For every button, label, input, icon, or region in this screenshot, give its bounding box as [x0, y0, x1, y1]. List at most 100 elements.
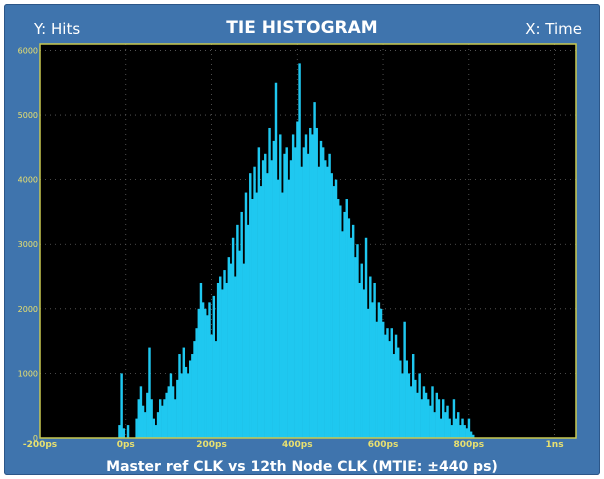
- histogram-bar: [238, 250, 241, 438]
- histogram-bar: [426, 399, 430, 438]
- histogram-bar: [249, 173, 252, 438]
- histogram-bars: [118, 63, 475, 439]
- histogram-bar: [163, 399, 166, 438]
- histogram-bar: [201, 302, 205, 438]
- histogram-bar: [289, 160, 293, 438]
- histogram-bar: [214, 341, 218, 438]
- histogram-bar: [234, 276, 237, 438]
- x-tick-label: 0ps: [117, 440, 135, 450]
- histogram-bar: [435, 392, 439, 438]
- histogram-bar: [242, 263, 246, 438]
- histogram-bar: [469, 431, 473, 438]
- histogram-bar: [169, 373, 173, 438]
- histogram-bar: [416, 392, 419, 438]
- histogram-bar: [448, 418, 451, 438]
- y-tick-label: 2000: [18, 305, 38, 314]
- histogram-bar: [221, 289, 224, 438]
- plot-border: [39, 43, 577, 439]
- histogram-bar: [231, 237, 235, 438]
- histogram-bar: [227, 257, 231, 438]
- histogram-bar: [137, 399, 140, 438]
- histogram-bar: [364, 237, 368, 438]
- histogram-bar: [167, 386, 171, 438]
- histogram-bar: [326, 166, 329, 438]
- histogram-bar: [366, 308, 370, 438]
- histogram-bar: [386, 328, 389, 438]
- histogram-bar: [381, 321, 385, 438]
- histogram-bar: [236, 224, 239, 438]
- histogram-bar: [219, 276, 222, 438]
- histogram-bar: [407, 373, 411, 438]
- histogram-bar: [255, 192, 258, 438]
- histogram-bar: [379, 308, 383, 438]
- histogram-bar: [253, 166, 256, 438]
- histogram-bar: [156, 412, 160, 438]
- x-tick-label: 200ps: [196, 440, 227, 450]
- histogram-bar: [285, 147, 288, 438]
- histogram-bar: [229, 263, 233, 438]
- histogram-bar: [171, 386, 175, 438]
- histogram-bar: [210, 334, 213, 438]
- histogram-bar: [279, 134, 282, 438]
- histogram-bar: [317, 166, 321, 438]
- histogram-bar: [270, 160, 273, 438]
- histogram-bar: [208, 302, 211, 438]
- histogram-bar: [384, 334, 387, 438]
- histogram-bar: [212, 295, 216, 438]
- histogram-bar: [272, 140, 276, 438]
- histogram-bar: [141, 405, 145, 438]
- histogram-bar: [405, 360, 408, 438]
- histogram-bar: [422, 386, 426, 438]
- histogram-bar: [315, 127, 318, 438]
- histogram-bar: [197, 308, 201, 438]
- y-tick-label: 0: [33, 434, 38, 443]
- histogram-bar: [414, 379, 417, 438]
- histogram-bar: [223, 270, 226, 438]
- histogram-bar: [244, 192, 248, 438]
- histogram-bar: [146, 392, 149, 438]
- histogram-bar: [126, 425, 130, 438]
- histogram-bar: [306, 153, 310, 439]
- x-axis-label: X: Time: [525, 20, 582, 38]
- histogram-bar: [341, 231, 344, 438]
- histogram-bar: [401, 373, 404, 438]
- histogram-bar: [403, 321, 406, 438]
- histogram-bar: [143, 412, 147, 438]
- histogram-bar: [257, 147, 261, 438]
- histogram-bar: [362, 289, 366, 438]
- histogram-bar: [418, 373, 421, 438]
- histogram-bar: [429, 405, 432, 438]
- histogram-bar: [452, 399, 456, 438]
- histogram-bar: [431, 386, 434, 438]
- histogram-bar: [135, 418, 138, 438]
- histogram-bar: [463, 425, 466, 438]
- histogram-bar: [309, 127, 312, 438]
- y-tick-label: 3000: [18, 240, 38, 249]
- histogram-bar: [296, 121, 299, 438]
- histogram-bar: [411, 354, 415, 438]
- histogram-bar: [349, 237, 353, 438]
- x-tick-label: 1ns: [546, 440, 564, 450]
- histogram-bar: [148, 347, 151, 438]
- histogram-bar: [394, 334, 398, 438]
- histogram-bar: [454, 418, 458, 438]
- y-tick-labels: 0 1000 2000 3000 4000 5000 6000: [18, 46, 38, 443]
- histogram-bar: [240, 211, 243, 438]
- histogram-bar: [388, 341, 391, 438]
- histogram-bar: [390, 328, 393, 438]
- histogram-bar: [178, 354, 181, 438]
- histogram-bar: [165, 392, 168, 438]
- x-tick-label: 400ps: [282, 440, 313, 450]
- histogram-bar: [311, 134, 314, 438]
- histogram-bar: [472, 434, 475, 438]
- histogram-bar: [321, 147, 325, 438]
- histogram-bar: [120, 373, 123, 438]
- histogram-bar: [377, 302, 381, 438]
- histogram-bar: [294, 147, 297, 438]
- histogram-bar: [264, 153, 267, 439]
- histogram-bar: [225, 282, 228, 438]
- x-tick-label: 600ps: [368, 440, 399, 450]
- histogram-bar: [246, 224, 250, 438]
- histogram-bar: [339, 205, 342, 438]
- histogram-bar: [268, 127, 271, 438]
